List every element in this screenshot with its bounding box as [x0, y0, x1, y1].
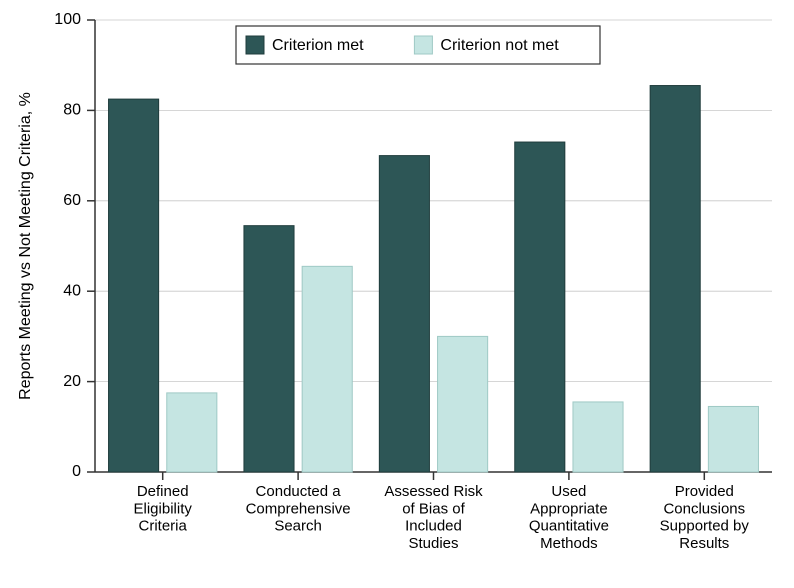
chart-container: 0 20 40 60 80 100 Reports Meeting vs Not Meeti… [0, 0, 794, 588]
legend-swatch [414, 36, 432, 54]
bar-chart: 0 20 40 60 80 100 Reports Meeting vs Not Meeti… [0, 0, 794, 588]
bar-not-met [302, 266, 352, 472]
y-axis-title: Reports Meeting vs Not Meeting Criteria,… [17, 92, 34, 400]
bar-met [650, 86, 700, 472]
bar-not-met [708, 406, 758, 472]
y-tick-label: 80 [63, 102, 81, 119]
bar-met [244, 226, 294, 472]
bar-not-met [438, 336, 488, 472]
bar-met [109, 99, 159, 472]
y-tick-label: 40 [63, 282, 81, 299]
y-tick-label: 100 [54, 11, 81, 28]
x-category-label: DefinedEligibilityCriteria [134, 483, 193, 535]
legend-label: Criterion met [272, 37, 364, 54]
y-tick-label: 60 [63, 192, 81, 209]
y-tick-label: 20 [63, 373, 81, 390]
bar-not-met [167, 393, 217, 472]
legend: Criterion met Criterion not met [236, 26, 600, 64]
bar-not-met [573, 402, 623, 472]
legend-label: Criterion not met [440, 37, 559, 54]
bar-met [515, 142, 565, 472]
y-tick-label: 0 [72, 463, 81, 480]
bar-met [379, 156, 429, 472]
legend-swatch [246, 36, 264, 54]
